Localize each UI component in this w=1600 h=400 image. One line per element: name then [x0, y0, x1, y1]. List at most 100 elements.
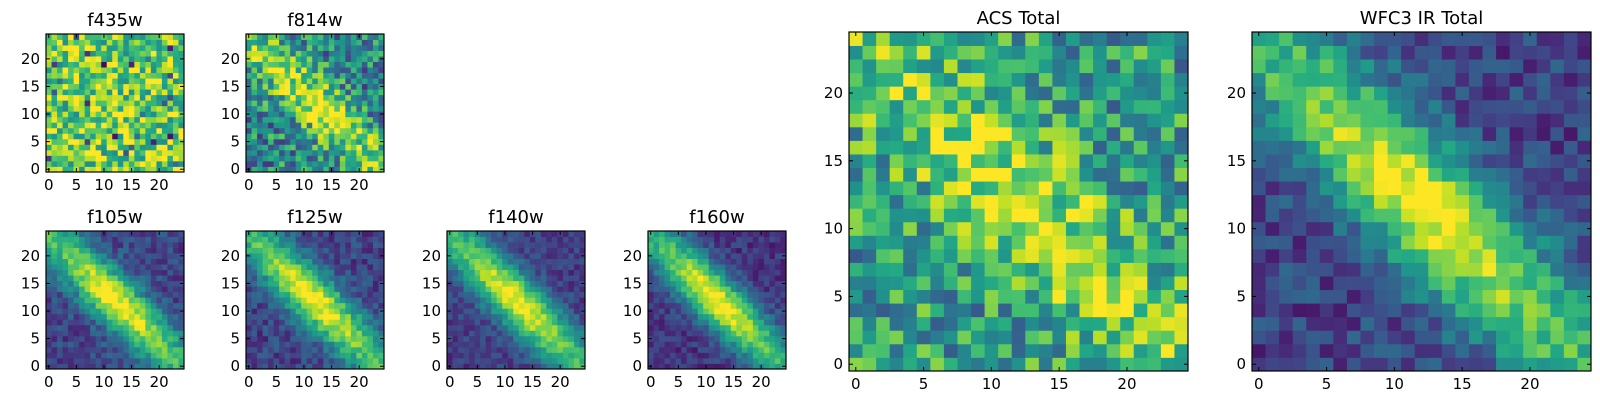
heatmap-cell [551, 231, 558, 237]
heatmap-cell [317, 116, 324, 123]
heatmap-cell [535, 346, 542, 353]
heatmap-cell [916, 72, 931, 87]
heatmap-cell [551, 286, 558, 293]
heatmap-cell [1319, 262, 1334, 277]
heatmap-cell [246, 319, 252, 326]
heatmap-cell [273, 335, 280, 342]
heatmap-cell [447, 302, 453, 309]
heatmap-cell [568, 297, 575, 304]
heatmap-cell [79, 313, 86, 320]
heatmap-cell [752, 357, 759, 364]
heatmap-cell [1333, 154, 1348, 168]
heatmap-cell [703, 236, 710, 243]
heatmap-cell [469, 280, 475, 287]
heatmap-cell [112, 144, 119, 151]
heatmap-cell [156, 330, 163, 337]
heatmap-cell [1011, 248, 1026, 263]
heatmap-cell [1333, 330, 1348, 345]
heatmap-cell [957, 194, 972, 209]
heatmap-cell [145, 39, 152, 46]
heatmap-cell [971, 86, 985, 101]
heatmap-cell [562, 269, 569, 276]
heatmap-cell [469, 297, 475, 304]
heatmap-cell [301, 89, 308, 96]
heatmap-cell [876, 126, 891, 141]
heatmap-cell [128, 236, 135, 243]
heatmap-cell [513, 297, 520, 304]
heatmap-cell [1093, 99, 1108, 114]
heatmap-cell [730, 275, 737, 282]
heatmap-cell [367, 160, 374, 167]
heatmap-cell [328, 357, 335, 364]
heatmap-cell [295, 280, 302, 287]
heatmap-cell [95, 50, 102, 57]
heatmap-cell [134, 89, 141, 96]
heatmap-cell [90, 335, 97, 342]
heatmap-cell [251, 352, 258, 359]
heatmap-cell [367, 144, 374, 151]
heatmap-cell [758, 297, 765, 304]
heatmap-cell [1120, 126, 1135, 141]
heatmap-cell [708, 236, 715, 243]
heatmap-cell [957, 113, 972, 128]
heatmap-cell [540, 231, 547, 237]
y-tick-label: 5 [230, 330, 240, 348]
heatmap-cell [573, 253, 580, 259]
heatmap-cell [156, 275, 163, 282]
heatmap-cell [339, 330, 346, 337]
heatmap-cell [774, 308, 781, 315]
heatmap-cell [68, 94, 74, 101]
heatmap-cell [251, 166, 258, 173]
heatmap-cell [328, 313, 335, 320]
heatmap-cell [328, 264, 335, 271]
heatmap-cell [123, 160, 130, 167]
heatmap-cell [350, 61, 357, 68]
heatmap-cell [1306, 330, 1321, 345]
heatmap-cell [284, 105, 291, 112]
heatmap-cell [686, 352, 693, 359]
plot-frame [245, 33, 385, 173]
heatmap-cell [156, 253, 163, 259]
heatmap-cell [350, 247, 357, 254]
heatmap-cell [474, 330, 481, 337]
heatmap-cell [145, 111, 152, 118]
heatmap-cell [268, 45, 274, 51]
heatmap-cell [323, 67, 330, 74]
heatmap-cell [117, 149, 124, 156]
heatmap-cell [334, 61, 341, 68]
heatmap-cell [1306, 262, 1321, 277]
heatmap-cell [524, 275, 531, 282]
heatmap-cell [1025, 262, 1040, 277]
heatmap-cell [463, 264, 470, 271]
heatmap-cell [849, 343, 863, 358]
heatmap-cell [703, 352, 710, 359]
heatmap-cell [903, 276, 918, 291]
heatmap-cell [273, 56, 280, 62]
heatmap-cell [257, 144, 263, 151]
heatmap-cell [1011, 262, 1026, 277]
heatmap-cell [51, 319, 58, 326]
heatmap-cell [1550, 303, 1565, 318]
heatmap-cell [1482, 262, 1497, 277]
heatmap-cell [57, 83, 63, 90]
heatmap-cell [1455, 208, 1470, 223]
heatmap-cell [361, 319, 368, 326]
heatmap-cell [145, 61, 152, 68]
x-tick-label: 0 [44, 373, 54, 391]
heatmap-cell [112, 56, 119, 62]
heatmap-cell [257, 297, 263, 304]
heatmap-cell [507, 313, 514, 320]
heatmap-cell [350, 56, 357, 62]
heatmap-cell [849, 235, 863, 250]
heatmap-cell [334, 72, 341, 79]
heatmap-cell [301, 39, 308, 46]
heatmap-cell [1093, 303, 1108, 318]
heatmap-cell [697, 319, 704, 326]
y-tick-label: 20 [21, 50, 40, 68]
heatmap-cell [1468, 221, 1483, 236]
heatmap-cell [708, 357, 715, 364]
heatmap-cell [161, 122, 168, 129]
heatmap-cell [579, 302, 586, 309]
heatmap-cell [150, 89, 157, 96]
